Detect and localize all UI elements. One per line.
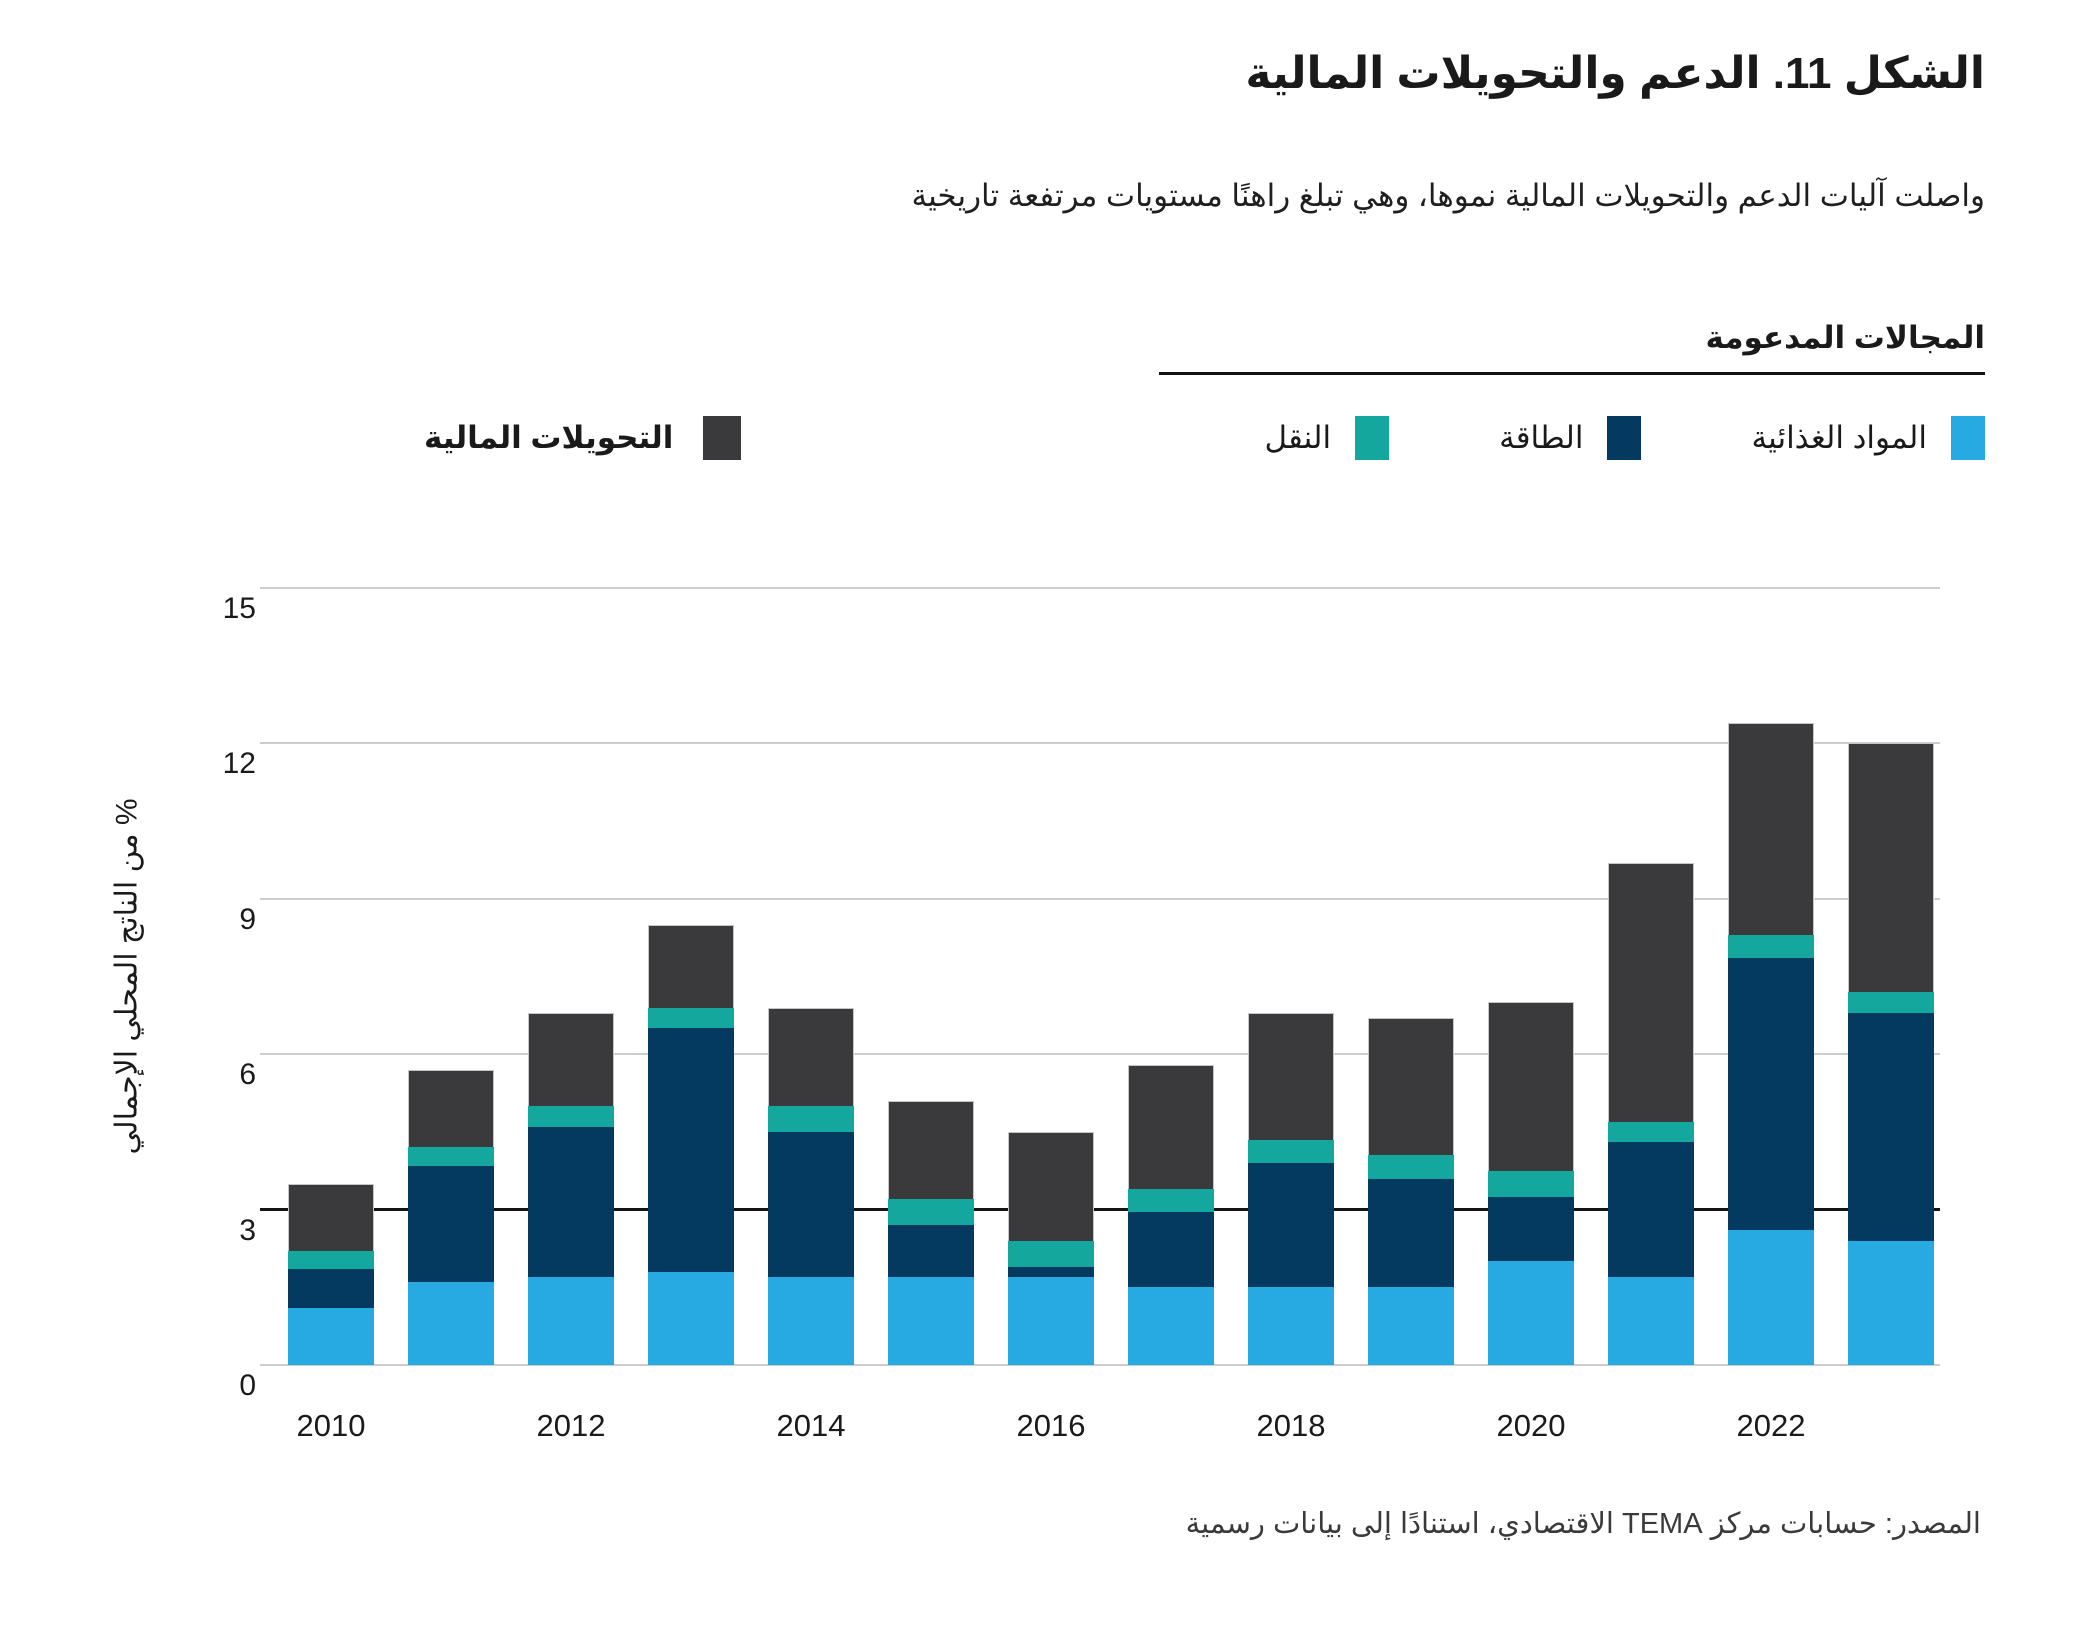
bar-segment	[648, 1272, 734, 1365]
x-tick-label: 2010	[296, 1408, 366, 1443]
bar-segment	[1368, 1179, 1454, 1287]
legend-item-food: المواد الغذائية	[1751, 416, 1985, 460]
y-tick-label: 9	[239, 902, 256, 936]
gridline	[260, 897, 1940, 900]
bar-segment	[1488, 1197, 1574, 1261]
bar-segment	[1608, 1142, 1694, 1277]
bar-segment	[528, 1277, 614, 1365]
legend-item-transport: النقل	[1265, 416, 1390, 460]
bar-segment	[768, 1277, 854, 1365]
energy-swatch	[1607, 416, 1642, 460]
y-tick-label: 12	[222, 747, 256, 781]
gridline	[260, 1364, 1940, 1366]
bar-segment	[1488, 1002, 1574, 1171]
source-note: المصدر: حسابات مركز TEMA الاقتصادي، استن…	[1185, 1508, 1981, 1540]
bar-segment	[408, 1166, 494, 1282]
legend-supported-areas: المواد الغذائية الطاقة النقل	[1265, 416, 1985, 460]
gridline	[260, 587, 1940, 589]
bar-segment	[288, 1251, 374, 1269]
plot-area: 2010 2012 2014 2016 2018 2020 2022	[260, 587, 1940, 1443]
y-tick-label: 15	[222, 592, 256, 625]
bar-segment	[408, 1282, 494, 1365]
legend-item-transfers: التحويلات المالية	[424, 416, 742, 460]
bar-segment	[888, 1277, 974, 1365]
bar-segment	[528, 1127, 614, 1277]
legend-group-title: المجالات المدعومة	[1705, 320, 1985, 355]
x-tick-label: 2012	[536, 1408, 606, 1443]
bar-segment	[408, 1147, 494, 1166]
x-tick-label: 2014	[776, 1408, 846, 1443]
bar-segment	[1848, 743, 1934, 992]
figure-subtitle: واصلت آليات الدعم والتحويلات المالية نمو…	[911, 178, 1985, 213]
bar-segment	[1848, 992, 1934, 1013]
bar-segment	[1728, 1230, 1814, 1365]
bar-segment	[1128, 1212, 1214, 1287]
bar-segment	[1608, 1122, 1694, 1142]
gridline	[260, 742, 1940, 745]
bar-segment	[1368, 1018, 1454, 1155]
bar-segment	[768, 1008, 854, 1106]
legend-item-label: المواد الغذائية	[1751, 420, 1927, 455]
legend-item-label: النقل	[1264, 420, 1332, 455]
legend-underline	[1159, 372, 1985, 375]
bar-segment	[1248, 1013, 1334, 1140]
bar-segment	[1728, 723, 1814, 935]
transport-swatch	[1355, 416, 1390, 460]
legend-item-label: التحويلات المالية	[424, 420, 674, 455]
y-tick-label: 6	[239, 1058, 256, 1092]
bar-segment	[1008, 1277, 1094, 1365]
bar-segment	[888, 1101, 974, 1199]
y-tick-label: 3	[239, 1213, 256, 1247]
bar-segment	[288, 1184, 374, 1251]
bar-segment	[1008, 1241, 1094, 1267]
x-tick-label: 2022	[1736, 1408, 1806, 1443]
y-tick-label: 0	[239, 1369, 256, 1402]
bar-segment	[768, 1132, 854, 1277]
bar-segment	[1008, 1267, 1094, 1277]
bar-segment	[1488, 1171, 1574, 1197]
bar-segment	[768, 1106, 854, 1132]
bar-segment	[1608, 1277, 1694, 1365]
bar-segment	[648, 925, 734, 1008]
legend-item-label: الطاقة	[1499, 420, 1584, 455]
x-tick-label: 2016	[1016, 1408, 1086, 1443]
bar-segment	[1248, 1287, 1334, 1365]
bar-segment	[528, 1013, 614, 1106]
y-axis-tick-labels: 0 3 6 9 12 15	[150, 588, 256, 1408]
bar-segment	[1128, 1189, 1214, 1212]
bar-segment	[288, 1269, 374, 1308]
transfers-swatch	[703, 416, 742, 460]
bar-segment	[1248, 1163, 1334, 1287]
bar-segment	[1008, 1132, 1094, 1241]
bar-segment	[1848, 1013, 1934, 1241]
x-tick-label: 2018	[1256, 1408, 1326, 1443]
bar-segment	[1728, 958, 1814, 1230]
bar-segment	[888, 1225, 974, 1277]
bar-segment	[288, 1308, 374, 1365]
legend-item-energy: الطاقة	[1499, 416, 1642, 460]
food-swatch	[1951, 416, 1985, 460]
figure-title: الشكل 11. الدعم والتحويلات المالية	[1245, 49, 1985, 98]
bar-segment	[648, 1028, 734, 1272]
bar-segment	[888, 1199, 974, 1225]
gridline	[260, 1053, 1940, 1056]
bar-segment	[1368, 1287, 1454, 1365]
bar-segment	[1368, 1155, 1454, 1179]
bar-segment	[1728, 935, 1814, 958]
bar-segment	[1128, 1065, 1214, 1189]
bar-segment	[1608, 863, 1694, 1122]
bar-segment	[1128, 1287, 1214, 1365]
bar-segment	[1848, 1241, 1934, 1365]
bar-segment	[408, 1070, 494, 1147]
bar-segment	[528, 1106, 614, 1127]
bar-segment	[1488, 1261, 1574, 1365]
bar-segment	[648, 1008, 734, 1028]
bar-segment	[1248, 1140, 1334, 1163]
emphasized-gridline	[260, 1207, 1940, 1211]
x-tick-label: 2020	[1496, 1408, 1566, 1443]
